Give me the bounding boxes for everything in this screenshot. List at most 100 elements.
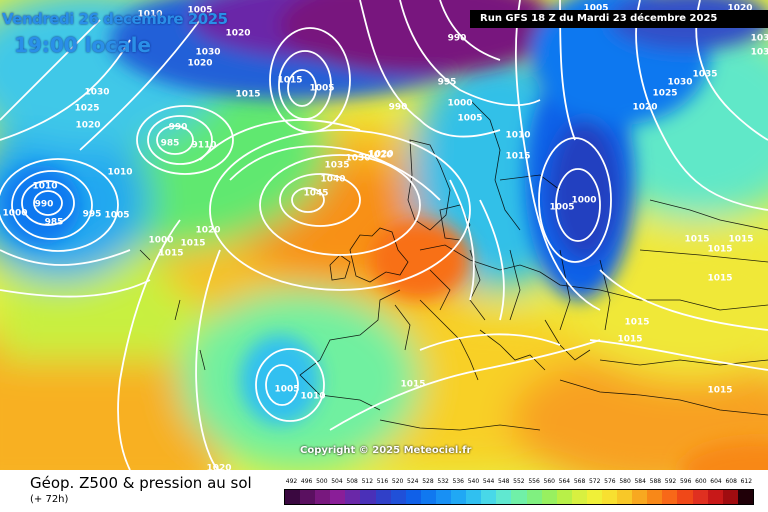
isobar-label: 1025: [74, 104, 99, 114]
isobar-label: 1010: [137, 10, 162, 20]
isobar-label: 1015: [624, 318, 649, 328]
isobar-label: 1020: [632, 103, 657, 113]
color-scale-swatch: [692, 490, 708, 504]
isobar-label: 1000: [2, 209, 27, 219]
isobar-label: 985: [45, 218, 64, 228]
color-scale-ticks: 492 496 500 504 508 512 516 520 524 528 532 536 540 5…: [284, 478, 754, 488]
coastlines: [139, 99, 768, 431]
color-scale-swatch: [511, 490, 527, 504]
color-scale-swatch: [315, 490, 331, 504]
color-scale-tick: 532: [437, 478, 449, 485]
color-scale-tick: 496: [300, 478, 313, 485]
isobar-label: 1035: [692, 70, 717, 80]
color-scale-swatch: [390, 490, 406, 504]
legend-bar: Géop. Z500 & pression au sol (+ 72h) 492…: [0, 470, 768, 512]
color-scale-tick: 544: [482, 478, 495, 485]
isobar-label: 1005: [187, 6, 212, 16]
color-scale-tick: 600: [695, 478, 707, 485]
color-scale-swatch: [360, 490, 376, 504]
isobar-label: 990: [169, 123, 188, 133]
color-scale-swatch: [420, 490, 436, 504]
color-scale-tick: 592: [664, 478, 677, 485]
isobar-label: 1015: [707, 386, 732, 396]
isobar-label: 1020: [75, 121, 100, 131]
isobar-labels: 1010 1005 1020 1020 1030 1030 1025 1020 1010 1015…: [2, 4, 768, 471]
isobar-label: 1015: [728, 235, 753, 245]
isobar-label: 1045: [303, 189, 328, 199]
isobar-label: 1040: [320, 175, 345, 185]
color-scale-swatch: [632, 490, 648, 504]
color-scale-swatch: [451, 490, 467, 504]
isobar-label: 1005: [583, 4, 608, 14]
color-scale-tick: 596: [679, 478, 692, 485]
isobar-label: 1015: [617, 335, 642, 345]
color-scale-swatch: [300, 490, 316, 504]
color-scale-tick: 508: [346, 478, 358, 485]
color-scale-tick: 528: [422, 478, 434, 485]
isobar-label: 103: [751, 48, 768, 58]
isobar-label: 1015: [235, 90, 260, 100]
isobar-label: 990: [448, 34, 467, 44]
isobar-label: 1020: [195, 226, 220, 236]
isobar-label: 1020: [727, 4, 752, 14]
color-scale-tick: 548: [498, 478, 510, 485]
isobar-label: 995: [83, 210, 102, 220]
color-scale-tick: 580: [619, 478, 631, 485]
color-scale-tick: 540: [467, 478, 480, 485]
color-scale-swatch: [586, 490, 602, 504]
geopotential-field: [0, 0, 768, 470]
isobar-label: 1020: [368, 150, 393, 160]
color-scale-swatch: [405, 490, 421, 504]
valid-time: 19:00 locale: [14, 33, 151, 57]
isobar-label: 1020: [225, 29, 250, 39]
isobars: [0, 0, 768, 470]
color-scale-swatch: [707, 490, 723, 504]
color-scale-tick: 556: [528, 478, 540, 485]
valid-date: Vendredi 26 decembre 2025: [2, 10, 228, 28]
isobar-label: 1005: [457, 114, 482, 124]
color-scale-tick: 588: [649, 478, 662, 485]
color-scale-swatch: [541, 490, 557, 504]
color-scale-tick: 612: [740, 478, 753, 485]
color-scale-swatch: [722, 490, 738, 504]
isobar-label: 1005: [309, 84, 334, 94]
color-scale-swatch: [526, 490, 542, 504]
copyright-notice: Copyright © 2025 Meteociel.fr: [300, 445, 472, 456]
isobar-label: 1015: [180, 239, 205, 249]
isobar-label: 1035: [324, 161, 349, 171]
isobar-label: 1030: [84, 88, 109, 98]
isobar-label: 1015: [707, 245, 732, 255]
run-banner: Run GFS 18 Z du Mardi 23 décembre 2025: [470, 10, 768, 28]
isobar-label: 1020: [367, 151, 392, 161]
weather-map: 1010 1005 1020 1020 1030 1030 1025 1020 1010 1015…: [0, 0, 768, 470]
lead-time: (+ 72h): [30, 494, 69, 505]
isobar-label: 1020: [206, 464, 231, 471]
color-scale-swatch: [571, 490, 587, 504]
isobar-label: 1015: [505, 152, 530, 162]
color-scale-tick: 512: [361, 478, 374, 485]
color-scale-swatch: [330, 490, 346, 504]
isobar-label: 1015: [684, 235, 709, 245]
isobar-label: 1010: [505, 131, 530, 141]
color-scale-tick: 500: [316, 478, 328, 485]
color-scale-tick: 584: [634, 478, 646, 485]
color-scale-tick: 536: [452, 478, 464, 485]
color-scale-swatch: [662, 490, 678, 504]
isobar-label: 1000: [447, 99, 472, 109]
isobar-label: 9110: [191, 141, 216, 151]
color-scale-swatch: [737, 490, 753, 504]
isobar-label: 1015: [400, 380, 425, 390]
isobar-label: 1030: [195, 48, 220, 58]
color-scale-tick: 552: [513, 478, 525, 485]
color-scale-tick: 524: [407, 478, 419, 485]
isobar-label: 1005: [549, 203, 574, 213]
isobar-label: 1015: [707, 274, 732, 284]
color-scale-tick: 492: [285, 478, 298, 485]
isobar-label: 995: [438, 78, 457, 88]
isobar-label: 1010: [300, 392, 325, 402]
color-scale-swatch: [285, 490, 301, 504]
color-scale: [284, 489, 754, 505]
color-scale-swatch: [496, 490, 512, 504]
color-scale-tick: 560: [543, 478, 555, 485]
